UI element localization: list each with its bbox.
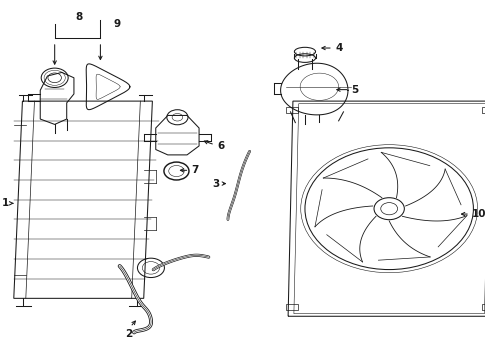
Bar (482, 107, 490, 113)
Text: 5: 5 (352, 85, 359, 95)
Text: 9: 9 (114, 19, 121, 29)
Text: 6: 6 (217, 141, 224, 151)
Text: 10: 10 (472, 209, 487, 219)
Text: 7: 7 (192, 165, 199, 175)
Bar (286, 107, 298, 113)
Text: 4: 4 (335, 43, 343, 53)
Text: 1: 1 (1, 198, 9, 208)
Bar (286, 305, 298, 310)
Text: 8: 8 (75, 12, 82, 22)
Text: 2: 2 (124, 329, 132, 339)
Bar (482, 305, 490, 310)
Text: 3: 3 (213, 179, 220, 189)
